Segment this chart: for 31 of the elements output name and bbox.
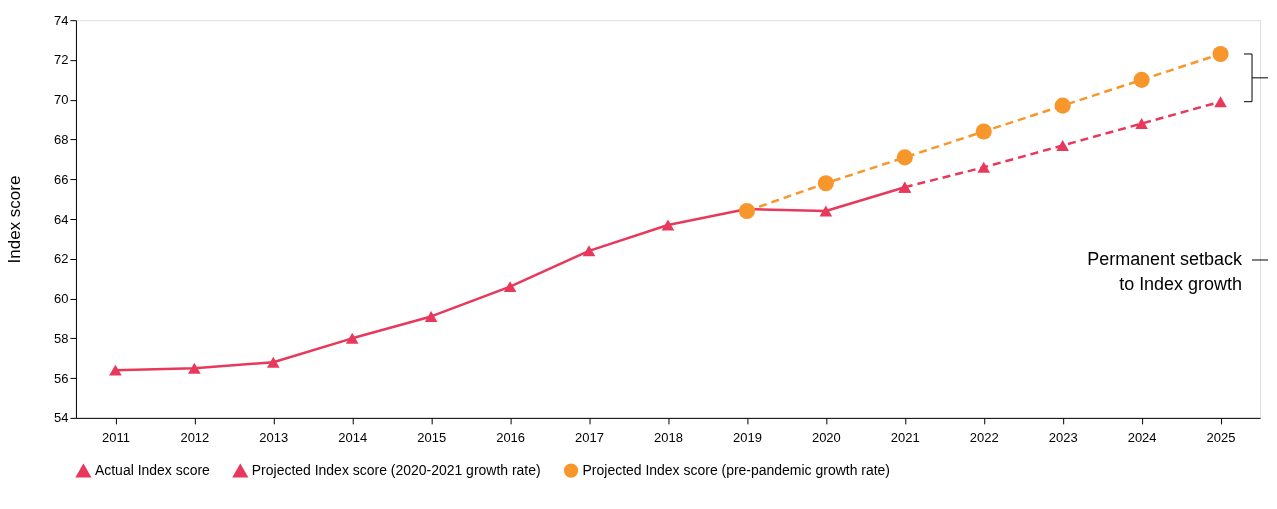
x-tick-label: 2011 xyxy=(101,430,130,446)
y-tick-label: 70 xyxy=(54,92,69,108)
y-tick-label: 68 xyxy=(54,131,69,147)
x-tick-label: 2023 xyxy=(1048,430,1078,446)
x-tick-label: 2020 xyxy=(811,430,841,446)
y-tick-label: 54 xyxy=(54,410,69,426)
annotation: Permanent setback to Index growth xyxy=(1087,248,1244,294)
x-tick-label: 2015 xyxy=(417,430,447,446)
y-tick-label: 64 xyxy=(54,211,69,227)
x-tick-label: 2025 xyxy=(1206,430,1236,446)
y-tick-label: 62 xyxy=(54,251,69,267)
x-tick-label: 2021 xyxy=(890,430,920,446)
y-tick-label: 74 xyxy=(54,12,69,28)
y-tick-label: 66 xyxy=(54,171,69,187)
x-tick-label: 2022 xyxy=(969,430,999,446)
y-tick-label: 72 xyxy=(54,52,69,68)
y-tick-label: 60 xyxy=(54,291,69,307)
legend-label: Projected Index score (pre-pandemic growth rate) xyxy=(582,461,891,478)
y-tick-label: 56 xyxy=(54,370,69,386)
y-axis-title: Index score xyxy=(5,175,25,264)
legend-label: Projected Index score (2020-2021 growth rate) xyxy=(251,462,541,479)
x-tick-label: 2019 xyxy=(732,430,762,446)
x-tick-label: 2012 xyxy=(180,430,210,446)
x-tick-label: 2024 xyxy=(1127,430,1157,446)
y-tick-label: 58 xyxy=(54,330,69,346)
x-tick-label: 2014 xyxy=(338,430,368,446)
x-tick-label: 2013 xyxy=(259,430,289,446)
legend-label: Actual Index score xyxy=(94,462,211,479)
x-tick-label: 2018 xyxy=(654,430,683,446)
x-tick-label: 2016 xyxy=(496,430,526,446)
x-tick-label: 2017 xyxy=(575,430,604,446)
